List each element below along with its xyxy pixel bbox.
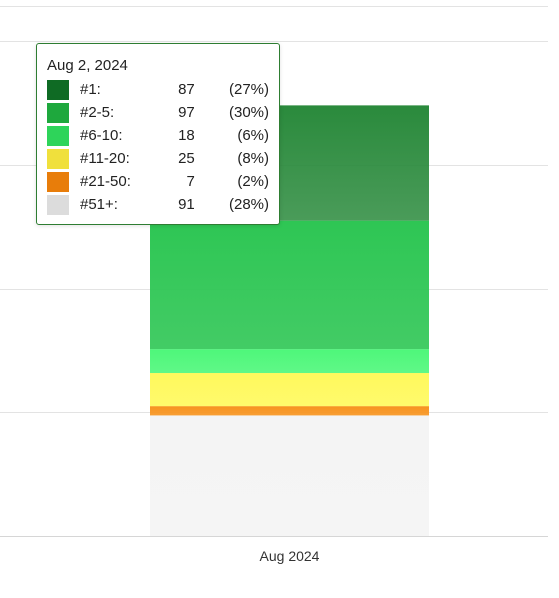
legend-swatch xyxy=(47,79,69,100)
tooltip-series-label: #1: xyxy=(80,81,101,98)
legend-swatch xyxy=(47,171,69,192)
tooltip-series-label: #11-20: xyxy=(80,150,130,167)
tooltip-series-value: 7 xyxy=(186,173,195,190)
tooltip-series-value: 97 xyxy=(178,104,195,121)
tooltip-series-label: #2-5: xyxy=(80,104,115,121)
tooltip-row: #21-50: 7 (2%) xyxy=(47,170,269,193)
tooltip-series-value: 18 xyxy=(178,127,195,144)
legend-swatch xyxy=(47,125,69,146)
tooltip-row: #11-20: 25 (8%) xyxy=(47,147,269,170)
bar-segment xyxy=(150,349,429,374)
legend-swatch xyxy=(47,102,69,123)
tooltip-series-label: #6-10: xyxy=(80,127,123,144)
tooltip-series-percent: (27%) xyxy=(228,81,269,98)
chart-tooltip: Aug 2, 2024 #1: 87 (27%) #2-5: 97 (30%) #6-10:… xyxy=(36,43,280,225)
legend-swatch xyxy=(47,148,69,169)
tooltip-row: #1: 87 (27%) xyxy=(47,78,269,101)
bar-segment xyxy=(150,373,429,407)
tooltip-series-value: 91 xyxy=(178,196,195,213)
tooltip-row: #2-5: 97 (30%) xyxy=(47,101,269,124)
tooltip-series-percent: (28%) xyxy=(228,196,269,213)
tooltip-series-value: 25 xyxy=(178,150,195,167)
x-tick-label: Aug 2024 xyxy=(260,548,320,564)
tooltip-series-percent: (30%) xyxy=(228,104,269,121)
tooltip-row: #51+: 91 (28%) xyxy=(47,193,269,216)
tooltip-series-label: #21-50: xyxy=(80,173,131,190)
tooltip-series-label: #51+: xyxy=(80,196,118,213)
tooltip-series-percent: (6%) xyxy=(237,127,269,144)
legend-swatch xyxy=(47,194,69,215)
tooltip-series-percent: (2%) xyxy=(237,173,269,190)
bar-segment xyxy=(150,406,429,416)
bar-segment xyxy=(150,220,429,350)
tooltip-row: #6-10: 18 (6%) xyxy=(47,124,269,147)
bar-segment xyxy=(150,415,429,536)
tooltip-rows: #1: 87 (27%) #2-5: 97 (30%) #6-10: 18 (6%) #11-20… xyxy=(47,78,269,216)
tooltip-date: Aug 2, 2024 xyxy=(47,57,128,74)
tooltip-series-value: 87 xyxy=(178,81,195,98)
tooltip-series-percent: (8%) xyxy=(237,150,269,167)
